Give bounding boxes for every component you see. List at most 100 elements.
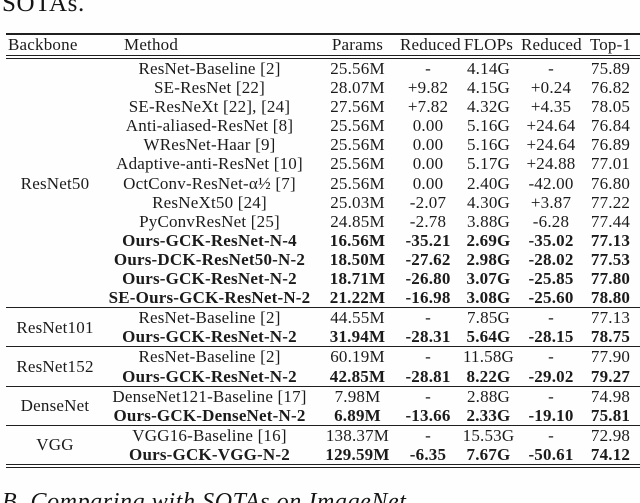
params-cell: 31.94M bbox=[329, 327, 386, 347]
flops-cell: 2.33G bbox=[466, 405, 511, 425]
backbone-cell: VGG bbox=[36, 435, 74, 455]
params-cell: 25.56M bbox=[330, 59, 385, 78]
params-reduced-cell: +9.82 bbox=[407, 78, 449, 98]
col-header-params-reduced: Reduced bbox=[400, 34, 461, 59]
method-cell: WResNet-Haar [9] bbox=[143, 135, 276, 155]
flops-cell: 3.07G bbox=[466, 269, 511, 289]
flops-cell: 2.98G bbox=[466, 249, 511, 269]
flops-reduced-cell: -35.02 bbox=[528, 230, 574, 250]
flops-cell: 4.30G bbox=[466, 192, 511, 212]
params-reduced-cell: -28.81 bbox=[405, 366, 451, 386]
flops-reduced-cell: -6.28 bbox=[532, 211, 570, 231]
top1-cell: 74.98 bbox=[590, 386, 631, 406]
top1-cell: 77.90 bbox=[590, 347, 631, 367]
flops-reduced-cell: +24.64 bbox=[526, 135, 576, 155]
results-table: Backbone Method Params Reduced FLOPs Red… bbox=[6, 33, 640, 468]
top1-cell: 76.89 bbox=[590, 135, 631, 155]
flops-reduced-cell: -42.00 bbox=[528, 173, 574, 193]
params-cell: 25.56M bbox=[330, 173, 385, 193]
method-cell: Ours-GCK-VGG-N-2 bbox=[129, 444, 290, 464]
params-reduced-cell: -27.62 bbox=[405, 249, 451, 269]
table-row: Ours-GCK-DenseNet-N-2 6.89M -13.66 2.33G -19… bbox=[6, 406, 640, 426]
params-reduced-cell: 0.00 bbox=[412, 173, 444, 193]
method-cell: Ours-GCK-ResNet-N-2 bbox=[122, 327, 297, 347]
method-cell: ResNet-Baseline [2] bbox=[138, 347, 281, 367]
top1-cell: 76.82 bbox=[590, 78, 631, 98]
flops-cell: 2.88G bbox=[466, 386, 511, 406]
params-reduced-cell: -2.07 bbox=[409, 192, 447, 212]
method-cell: Ours-GCK-DenseNet-N-2 bbox=[113, 405, 306, 425]
method-cell: Anti-aliased-ResNet [8] bbox=[125, 116, 294, 136]
flops-cell: 5.16G bbox=[466, 116, 511, 136]
table-row: VGG VGG16-Baseline [16] 138.37M - 15.53G - 72.… bbox=[6, 425, 640, 454]
col-header-method: Method bbox=[104, 34, 315, 59]
table-row: Ours-GCK-ResNet-N-2 42.85M -28.81 8.22G -29.… bbox=[6, 367, 640, 387]
params-cell: 44.55M bbox=[330, 308, 385, 328]
params-reduced-cell: -2.78 bbox=[409, 211, 447, 231]
flops-reduced-cell: -50.61 bbox=[528, 444, 574, 464]
backbone-section: DenseNet DenseNet121-Baseline [17] 7.98M - 2… bbox=[6, 386, 640, 425]
top1-cell: 77.01 bbox=[590, 154, 631, 174]
flops-reduced-cell: +24.64 bbox=[526, 116, 576, 136]
backbone-cell: ResNet101 bbox=[16, 317, 94, 337]
top1-cell: 76.84 bbox=[590, 116, 631, 136]
flops-reduced-cell: - bbox=[548, 347, 554, 367]
params-reduced-cell: - bbox=[425, 425, 431, 445]
col-header-top1: Top-1 bbox=[581, 34, 640, 59]
flops-cell: 7.85G bbox=[466, 308, 511, 328]
top1-cell: 78.05 bbox=[590, 97, 631, 117]
top1-cell: 78.75 bbox=[590, 327, 631, 347]
flops-reduced-cell: - bbox=[548, 425, 554, 445]
col-header-backbone: Backbone bbox=[6, 34, 104, 59]
params-cell: 7.98M bbox=[334, 386, 381, 406]
params-cell: 25.03M bbox=[330, 192, 385, 212]
table-row: SE-Ours-GCK-ResNet-N-2 21.22M -16.98 3.08G -… bbox=[6, 288, 640, 308]
table-row: ResNeXt50 [24] 25.03M -2.07 4.30G +3.87 77.22 bbox=[6, 193, 640, 212]
params-cell: 60.19M bbox=[330, 347, 385, 367]
top1-cell: 77.53 bbox=[590, 249, 631, 269]
flops-cell: 4.32G bbox=[466, 97, 511, 117]
table-row: ResNet50 ResNet-Baseline [2] 25.56M - 4.14G -… bbox=[6, 57, 640, 193]
params-reduced-cell: -26.80 bbox=[405, 269, 451, 289]
flops-reduced-cell: +4.35 bbox=[530, 97, 572, 117]
params-reduced-cell: - bbox=[425, 347, 431, 367]
table-row: SE-ResNet [22] 28.07M +9.82 4.15G +0.24 76.82 bbox=[6, 78, 640, 97]
flops-reduced-cell: -28.02 bbox=[528, 249, 574, 269]
method-cell: Adaptive-anti-ResNet [10] bbox=[116, 154, 303, 174]
params-reduced-cell: +7.82 bbox=[407, 97, 449, 117]
method-cell: OctConv-ResNet-α½ [7] bbox=[123, 173, 296, 193]
params-reduced-cell: 0.00 bbox=[412, 154, 444, 174]
flops-cell: 5.16G bbox=[466, 135, 511, 155]
flops-cell: 4.15G bbox=[466, 78, 511, 98]
params-reduced-cell: - bbox=[425, 386, 431, 406]
method-cell: SE-ResNeXt [22], [24] bbox=[128, 97, 291, 117]
params-cell: 42.85M bbox=[329, 366, 386, 386]
flops-cell: 2.69G bbox=[466, 230, 511, 250]
flops-cell: 5.64G bbox=[466, 327, 511, 347]
table-row: Ours-GCK-VGG-N-2 129.59M -6.35 7.67G -50.61 7… bbox=[6, 445, 640, 466]
flops-cell: 11.58G bbox=[462, 347, 515, 367]
backbone-cell: DenseNet bbox=[20, 396, 90, 416]
table-row: Ours-GCK-ResNet-N-2 18.71M -26.80 3.07G -25.… bbox=[6, 269, 640, 288]
backbone-section: ResNet152 ResNet-Baseline [2] 60.19M - 11.58… bbox=[6, 346, 640, 387]
method-cell: ResNet-Baseline [2] bbox=[138, 308, 281, 328]
params-reduced-cell: -16.98 bbox=[405, 288, 451, 308]
table-row: SE-ResNeXt [22], [24] 27.56M +7.82 4.32G +4.… bbox=[6, 97, 640, 116]
params-cell: 28.07M bbox=[330, 78, 385, 98]
flops-reduced-cell: - bbox=[548, 308, 554, 328]
flops-cell: 3.88G bbox=[466, 211, 511, 231]
params-reduced-cell: - bbox=[425, 308, 431, 328]
top1-cell: 78.80 bbox=[590, 288, 631, 308]
params-reduced-cell: -35.21 bbox=[405, 230, 451, 250]
clipped-subsection-heading: B. Comparing with SOTAs on ImageNet bbox=[2, 489, 407, 503]
flops-cell: 3.08G bbox=[466, 288, 511, 308]
params-reduced-cell: -13.66 bbox=[405, 405, 451, 425]
col-header-flops: FLOPs bbox=[456, 34, 521, 59]
backbone-cell: ResNet152 bbox=[16, 356, 94, 376]
flops-reduced-cell: -19.10 bbox=[528, 405, 574, 425]
flops-reduced-cell: +3.87 bbox=[530, 192, 572, 212]
top1-cell: 79.27 bbox=[590, 366, 631, 386]
params-reduced-cell: - bbox=[425, 59, 431, 78]
flops-reduced-cell: -25.85 bbox=[528, 269, 574, 289]
flops-reduced-cell: - bbox=[548, 386, 554, 406]
